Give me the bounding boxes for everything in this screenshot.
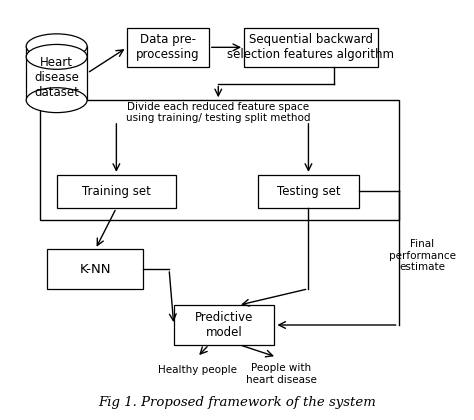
- FancyBboxPatch shape: [40, 100, 399, 220]
- Text: Divide each reduced feature space
using training/ testing split method: Divide each reduced feature space using …: [126, 102, 310, 123]
- FancyBboxPatch shape: [258, 175, 359, 208]
- Text: People with
heart disease: People with heart disease: [246, 363, 317, 384]
- Ellipse shape: [26, 34, 87, 59]
- FancyBboxPatch shape: [174, 305, 274, 345]
- Text: Fig 1. Proposed framework of the system: Fig 1. Proposed framework of the system: [98, 396, 376, 409]
- Text: Healthy people: Healthy people: [158, 365, 237, 375]
- FancyBboxPatch shape: [47, 249, 143, 289]
- FancyBboxPatch shape: [26, 46, 87, 100]
- Text: Predictive
model: Predictive model: [195, 311, 253, 339]
- Text: Testing set: Testing set: [277, 185, 340, 198]
- Text: K-NN: K-NN: [80, 262, 111, 276]
- Text: Sequential backward
selection features algorithm: Sequential backward selection features a…: [227, 33, 394, 61]
- FancyBboxPatch shape: [57, 175, 176, 208]
- Ellipse shape: [26, 88, 87, 113]
- Text: Heart
disease
dataset: Heart disease dataset: [34, 56, 79, 99]
- Text: Final
performance
estimate: Final performance estimate: [389, 239, 456, 272]
- FancyBboxPatch shape: [127, 28, 209, 67]
- Text: Data pre-
processing: Data pre- processing: [136, 33, 200, 61]
- FancyBboxPatch shape: [244, 28, 377, 67]
- Text: Training set: Training set: [82, 185, 151, 198]
- Ellipse shape: [26, 45, 87, 69]
